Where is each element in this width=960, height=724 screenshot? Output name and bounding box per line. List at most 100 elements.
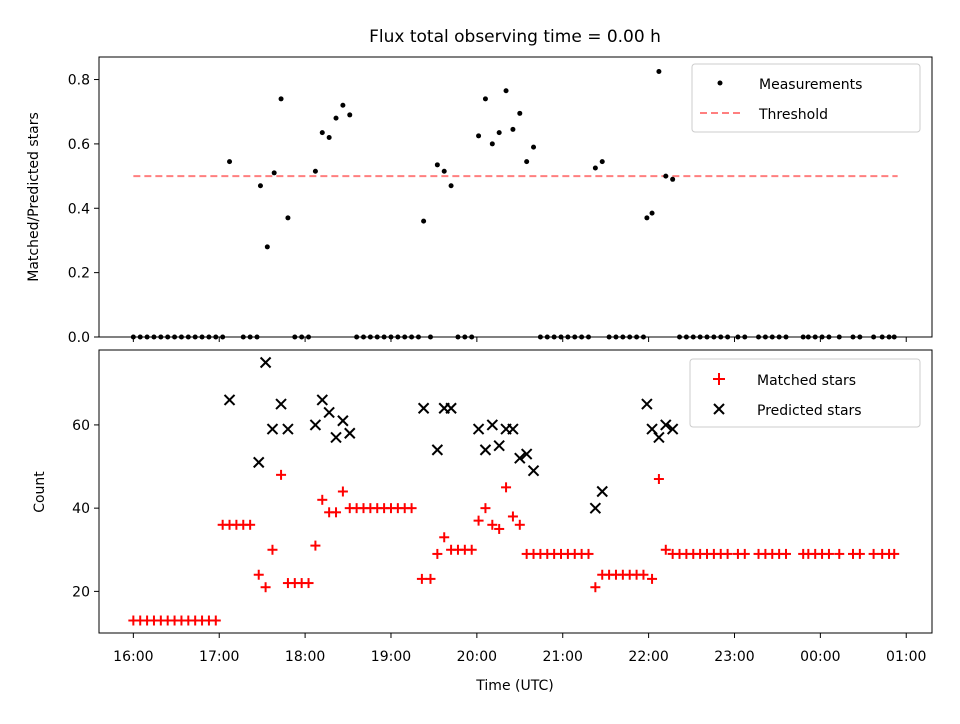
- measurement-point: [599, 159, 605, 165]
- legend-measurements-label: Measurements: [759, 77, 862, 93]
- bottom-plot-frame: [98, 349, 933, 634]
- measurement-point: [271, 170, 277, 176]
- matched-stars-point: [473, 515, 484, 526]
- top-y-tick-label: 0.2: [68, 266, 90, 282]
- legend-matched-label: Matched stars: [757, 373, 856, 389]
- top-y-tick-label: 0.8: [68, 73, 90, 89]
- matched-stars-point: [638, 569, 649, 580]
- predicted-stars-point: [259, 356, 272, 369]
- predicted-stars-points: [223, 356, 679, 514]
- bottom-y-axis-label: Count: [32, 471, 48, 513]
- predicted-stars-point: [493, 440, 505, 452]
- x-tick-label: 01:00: [886, 649, 926, 665]
- predicted-stars-point: [646, 423, 658, 435]
- matched-stars-point: [439, 532, 450, 543]
- matched-stars-point: [416, 573, 427, 584]
- measurement-point: [434, 162, 440, 168]
- matched-stars-point: [267, 544, 278, 555]
- top-y-tick-label: 0.6: [68, 137, 90, 153]
- legend-matched-marker: [713, 373, 725, 385]
- matched-stars-point: [253, 569, 264, 580]
- matched-stars-point: [337, 486, 348, 497]
- measurement-point: [227, 159, 233, 165]
- x-tick-label: 21:00: [543, 649, 583, 665]
- bottom-panel: 20 40 60 16:00 17:00 18:00 19:00 20:00 21:00 22:…: [32, 349, 933, 694]
- predicted-stars-point: [316, 394, 328, 406]
- predicted-stars-point: [337, 415, 349, 427]
- matched-stars-point: [854, 548, 865, 559]
- measurement-point: [340, 102, 346, 108]
- matched-stars-point: [501, 482, 512, 493]
- measurement-point: [441, 168, 447, 174]
- bottom-x-ticks: 16:00 17:00 18:00 19:00 20:00 21:00 22:00 23:00…: [113, 633, 926, 665]
- bottom-y-tick-label: 60: [72, 418, 90, 434]
- predicted-stars-point: [472, 423, 485, 435]
- predicted-stars-point: [344, 427, 356, 439]
- x-tick-label: 23:00: [714, 649, 754, 665]
- measurement-point: [644, 215, 650, 221]
- measurement-point: [649, 210, 655, 216]
- measurement-point: [531, 144, 537, 150]
- measurement-point: [489, 141, 495, 147]
- matched-stars-point: [514, 519, 525, 530]
- predicted-stars-point: [486, 419, 499, 431]
- top-y-tick-label: 0.0: [68, 330, 90, 346]
- measurement-point: [663, 173, 669, 179]
- predicted-stars-point: [479, 444, 492, 456]
- matched-stars-point: [590, 582, 601, 593]
- predicted-stars-point: [253, 456, 265, 469]
- legend-predicted-label: Predicted stars: [757, 403, 862, 419]
- x-tick-label: 00:00: [800, 649, 840, 665]
- measurement-point: [503, 88, 509, 94]
- matched-stars-point: [868, 548, 879, 559]
- matched-stars-point: [425, 573, 436, 584]
- measurement-point: [524, 159, 530, 165]
- predicted-stars-point: [660, 419, 672, 431]
- matched-stars-point: [432, 548, 443, 559]
- x-tick-label: 19:00: [371, 649, 411, 665]
- matched-stars-point: [406, 503, 417, 514]
- matched-stars-point: [210, 615, 221, 626]
- measurement-point: [312, 168, 318, 174]
- top-legend: Measurements Threshold: [691, 63, 921, 133]
- predicted-stars-point: [589, 502, 602, 514]
- predicted-stars-point: [596, 485, 608, 498]
- x-tick-label: 18:00: [285, 649, 325, 665]
- matched-stars-point: [889, 548, 900, 559]
- top-y-ticks: 0.0 0.2 0.4 0.6 0.8: [68, 73, 99, 346]
- measurement-point: [656, 68, 662, 74]
- measurement-point: [670, 176, 676, 182]
- matched-stars-point: [276, 469, 287, 480]
- matched-stars-point: [739, 548, 750, 559]
- predicted-stars-point: [507, 423, 519, 435]
- predicted-stars-point: [309, 419, 322, 431]
- matched-stars-point: [487, 519, 498, 530]
- measurement-point: [326, 134, 332, 140]
- bottom-y-tick-label: 20: [72, 584, 90, 600]
- matched-stars-point: [647, 573, 658, 584]
- matched-stars-points: [128, 469, 900, 626]
- chart-title: Flux total observing time = 0.00 h: [369, 27, 661, 47]
- predicted-stars-point: [330, 431, 342, 444]
- measurement-point: [510, 126, 516, 132]
- matched-stars-point: [331, 507, 342, 518]
- x-tick-label: 20:00: [457, 649, 497, 665]
- matched-stars-point: [317, 494, 328, 505]
- matched-stars-point: [834, 548, 845, 559]
- measurement-point: [592, 165, 598, 171]
- predicted-stars-point: [223, 394, 236, 406]
- predicted-stars-point: [282, 423, 294, 435]
- measurement-point: [319, 130, 325, 136]
- legend-measurements-marker: [717, 80, 723, 86]
- measurement-point: [496, 130, 502, 136]
- matched-stars-point: [507, 511, 518, 522]
- matched-stars-point: [303, 578, 314, 589]
- predicted-stars-point: [431, 444, 444, 456]
- matched-stars-point: [466, 544, 477, 555]
- matched-stars-point: [660, 544, 671, 555]
- matched-stars-point: [494, 523, 505, 534]
- matched-stars-point: [480, 503, 491, 514]
- measurement-point: [476, 133, 482, 139]
- measurement-point: [347, 112, 353, 118]
